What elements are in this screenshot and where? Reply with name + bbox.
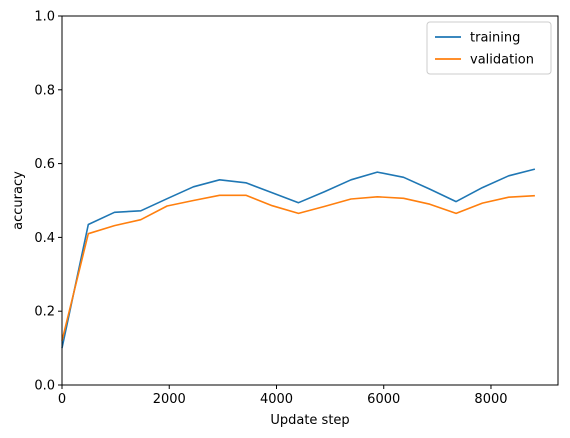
legend-box (426, 21, 552, 75)
tick-group: 0 2000 4000 6000 8000 0.0 0.2 0.4 0.6 0.8 1.0 (34, 10, 507, 408)
plot-frame (61, 15, 559, 386)
series-line-training (61, 168, 536, 349)
series-line-validation (61, 194, 535, 341)
legend-label-training: training (470, 31, 520, 46)
y-tick-label: 1.0 (34, 10, 55, 25)
legend: training validation (426, 21, 552, 75)
x-tick-label: 0 (58, 392, 66, 407)
series-lines (61, 168, 536, 349)
x-tick-label: 4000 (260, 392, 293, 407)
y-tick-label: 0.4 (34, 231, 55, 246)
y-axis-label: accuracy (11, 171, 26, 230)
x-axis-label: Update step (270, 413, 349, 428)
y-tick-label: 0.2 (34, 305, 55, 320)
y-tick-label: 0.8 (34, 83, 55, 98)
x-tick-label: 8000 (474, 392, 507, 407)
legend-label-validation: validation (470, 53, 534, 68)
y-tick-label: 0.0 (34, 379, 55, 394)
y-tick-label: 0.6 (34, 157, 55, 172)
x-tick-label: 2000 (153, 392, 186, 407)
x-tick-label: 6000 (367, 392, 400, 407)
